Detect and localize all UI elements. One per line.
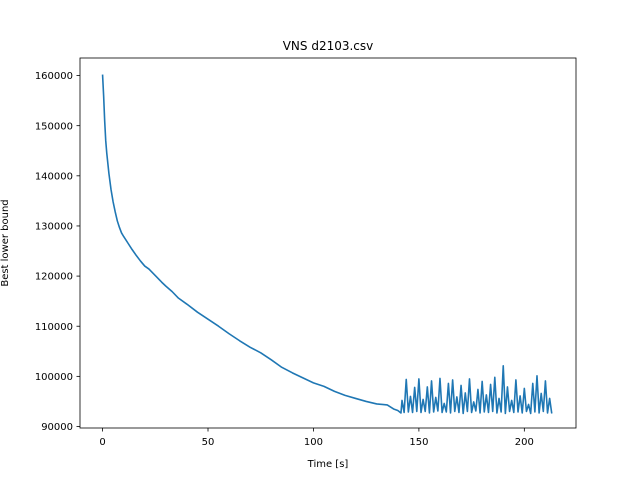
plot-frame [79, 57, 577, 429]
y-tick-label: 90000 [41, 422, 73, 433]
x-tick-label: 0 [99, 437, 105, 448]
y-tick-label: 150000 [35, 121, 73, 132]
x-tick-label: 100 [304, 437, 323, 448]
y-axis: 90000 100000 110000 120000 130000 140000 15000… [35, 71, 80, 433]
y-tick-label: 140000 [35, 171, 73, 182]
y-tick-label: 120000 [35, 272, 73, 283]
x-axis: 0 50 100 150 200 [99, 428, 534, 448]
y-tick-label: 130000 [35, 222, 73, 233]
y-axis-label: Best lower bound [0, 199, 11, 286]
series-line [101, 74, 553, 415]
series-layer [101, 74, 553, 415]
x-tick-label: 200 [515, 437, 534, 448]
y-tick-label: 160000 [35, 71, 73, 82]
x-axis-label: Time [s] [307, 459, 349, 470]
x-tick-label: 150 [409, 437, 428, 448]
y-tick-label: 100000 [35, 372, 73, 383]
x-tick-label: 50 [202, 437, 215, 448]
y-tick-label: 110000 [35, 322, 73, 333]
chart-title: VNS d2103.csv [283, 39, 374, 53]
